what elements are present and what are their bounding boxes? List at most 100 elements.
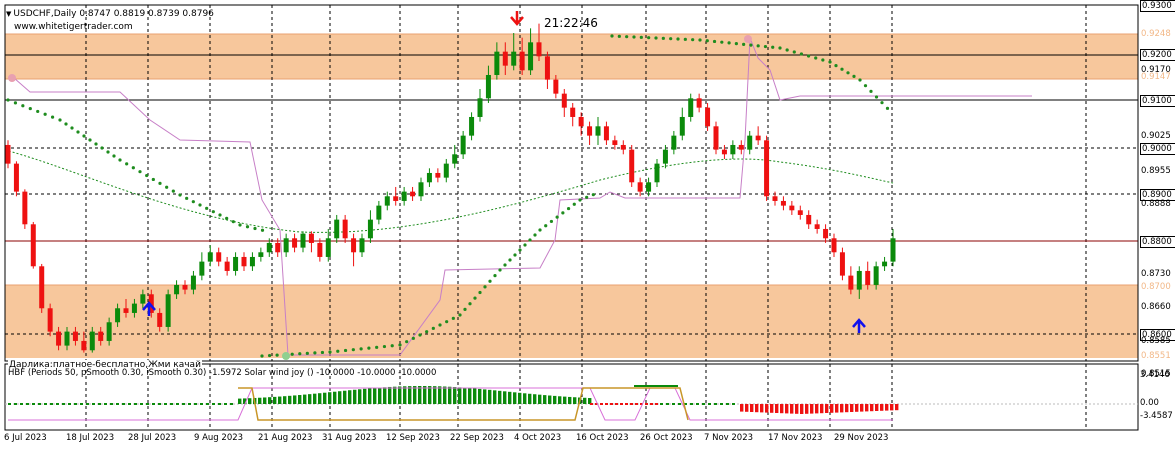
zone-caption: Дарлика:платное-бесплатно,Жми качай: [8, 360, 202, 370]
time-label: 6 Jul 2023: [4, 433, 47, 443]
candle-body: [646, 182, 652, 192]
candle-body: [839, 252, 845, 276]
candle-body: [856, 270, 862, 290]
indicator-bar-flat: [666, 403, 669, 405]
indicator-bar-flat: [708, 403, 711, 405]
indicator-bar-flat: [20, 403, 23, 405]
indicator-bar-up: [498, 390, 502, 404]
candle-body: [241, 256, 247, 267]
psar-dot: [211, 210, 215, 214]
indicator-bar-up: [543, 395, 547, 404]
psar-dot: [438, 323, 442, 327]
indicator-bar-down: [630, 403, 633, 405]
psar-dot: [158, 181, 162, 185]
candle-body: [890, 238, 896, 262]
indicator-bar-up: [513, 392, 517, 404]
candle-body: [106, 322, 112, 341]
psar-dot: [260, 228, 265, 232]
main-pane-border: [4, 4, 1139, 362]
candle-body: [72, 331, 78, 341]
psar-dot: [549, 219, 554, 224]
indicator-bar-down: [645, 403, 648, 405]
psar-dot: [698, 38, 702, 42]
candle-body: [367, 219, 373, 239]
indicator-bar-up: [553, 395, 557, 404]
psar-dot: [13, 101, 18, 105]
indicator-bar-down: [620, 403, 623, 405]
psar-dot: [727, 41, 731, 45]
indicator-bar-flat: [68, 403, 71, 405]
psar-dot: [50, 115, 55, 119]
indicator-bar-up: [538, 394, 542, 404]
psar-dot: [821, 58, 825, 62]
candle-body: [662, 149, 668, 164]
indicator-bar-down: [740, 404, 744, 412]
indicator-bar-flat: [206, 403, 209, 405]
candle-body: [806, 214, 812, 225]
psar-dot: [523, 243, 527, 247]
psar-dot: [43, 112, 47, 116]
indicator-bar-down: [890, 404, 894, 411]
candle-body: [528, 42, 534, 71]
candle-body: [140, 294, 146, 304]
psar-dot: [382, 344, 387, 349]
down-triangle-icon[interactable]: ▼: [6, 10, 12, 18]
psar-dot: [418, 333, 422, 337]
indicator-bar-up: [273, 396, 277, 404]
indicator-bar-up: [488, 389, 492, 404]
psar-dot: [661, 36, 665, 40]
time-label: 12 Sep 2023: [386, 433, 440, 443]
swing-high-marker: [744, 35, 752, 43]
psar-dot: [513, 253, 517, 257]
psar-dot: [639, 35, 643, 39]
indicator-bar-up: [268, 397, 272, 404]
indicator-bar-up: [533, 394, 537, 404]
indicator-bar-up: [453, 387, 457, 404]
indicator-bar-up: [303, 394, 307, 404]
indicator-bar-flat: [224, 403, 227, 405]
indicator-scale-label: 3.4146: [1140, 370, 1170, 380]
psar-dot: [76, 130, 80, 134]
indicator-bar-down: [605, 403, 608, 405]
indicator-bar-down: [815, 404, 819, 414]
indicator-bar-up: [503, 391, 507, 404]
candle-body: [98, 331, 104, 341]
candle-body: [764, 140, 770, 197]
indicator-bar-up: [348, 390, 352, 404]
indicator-bar-down: [860, 404, 864, 412]
indicator-bar-down: [820, 404, 824, 414]
candle-body: [342, 219, 348, 239]
candle-body: [544, 56, 550, 80]
indicator-bar-down: [785, 404, 789, 414]
psar-dot: [561, 211, 565, 215]
candle-body: [351, 238, 357, 253]
indicator-bar-up: [493, 390, 497, 404]
candle-body: [612, 140, 618, 145]
indicator-bar-down: [615, 403, 618, 405]
indicator-bar-flat: [212, 403, 215, 405]
psar-dot: [185, 196, 189, 200]
psar-dot: [734, 42, 738, 46]
psar-dot: [64, 122, 68, 126]
indicator-bar-up: [568, 396, 572, 404]
psar-dot: [654, 36, 658, 40]
indicator-bar-up: [328, 392, 332, 404]
indicator-label: HBF (Periods 50, pSmooth 0.30, iSmooth 0…: [8, 368, 437, 378]
time-label: 29 Nov 2023: [834, 433, 889, 443]
indicator-bar-flat: [74, 403, 77, 405]
indicator-bar-down: [800, 404, 804, 414]
indicator-bar-flat: [38, 403, 41, 405]
time-label: 18 Jul 2023: [66, 433, 115, 443]
indicator-bar-up: [393, 386, 397, 404]
psar-dot: [238, 223, 242, 227]
indicator-bar-flat: [122, 403, 125, 405]
indicator-bar-down: [875, 404, 879, 411]
candle-body: [553, 79, 559, 94]
indicator-bar-up: [458, 387, 462, 404]
indicator-bar-down: [750, 404, 754, 412]
psar-dot: [253, 226, 257, 231]
indicator-bar-flat: [26, 403, 29, 405]
psar-dot: [58, 118, 62, 122]
indicator-bar-up: [523, 393, 527, 404]
